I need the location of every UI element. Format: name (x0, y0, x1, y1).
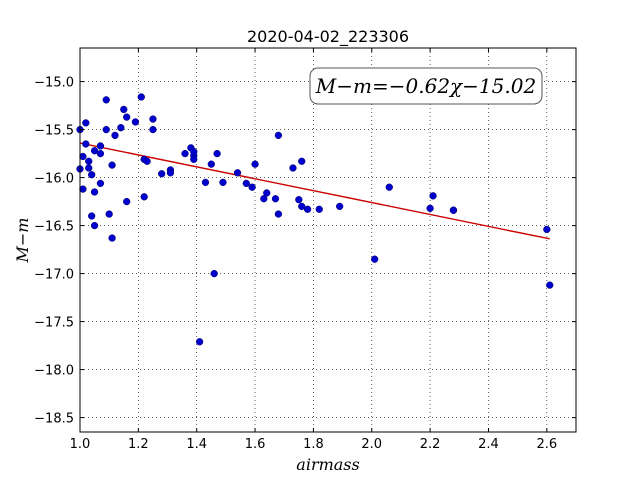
data-point (166, 169, 175, 177)
data-point (123, 113, 131, 121)
data-point (111, 131, 119, 140)
x-tick-label: 2.4 (478, 437, 499, 452)
y-axis-label: M−m (13, 218, 32, 264)
data-point (543, 225, 551, 234)
data-point (219, 178, 227, 187)
data-point (213, 149, 221, 158)
x-axis-label: airmass (296, 455, 359, 474)
y-tick-label: −17.5 (34, 316, 74, 331)
data-point (263, 189, 271, 197)
data-point (90, 221, 99, 230)
y-tick-label: −16.5 (34, 220, 74, 235)
data-point (105, 210, 113, 218)
data-point (90, 188, 99, 196)
data-point (298, 157, 306, 165)
data-point (149, 115, 157, 123)
data-point (190, 155, 198, 164)
y-tick-label: −15.5 (34, 124, 74, 139)
data-point (181, 149, 189, 158)
x-tick-label: 1.8 (303, 437, 324, 452)
data-point (546, 281, 554, 289)
data-point (336, 202, 344, 211)
data-point (123, 197, 131, 206)
data-point (158, 170, 166, 178)
data-point (88, 212, 96, 220)
data-point (85, 164, 93, 172)
data-point (82, 140, 90, 148)
fit-equation-frame (309, 67, 543, 105)
data-point (274, 210, 283, 218)
data-point (120, 105, 128, 114)
data-point (82, 119, 90, 127)
data-point (295, 196, 303, 204)
data-point (108, 161, 116, 169)
x-tick-label: 1.4 (186, 437, 207, 452)
data-point (315, 205, 323, 213)
data-point (96, 149, 105, 158)
data-point (108, 234, 116, 242)
data-point (195, 338, 204, 346)
data-point (137, 93, 145, 101)
y-tick-label: −16.0 (34, 172, 74, 187)
data-point (289, 164, 297, 172)
data-points (76, 93, 554, 346)
data-point (201, 178, 210, 187)
data-point (274, 131, 283, 140)
data-point (190, 148, 198, 156)
data-point (102, 96, 110, 104)
data-point (149, 125, 157, 134)
data-point (96, 179, 105, 188)
data-point (79, 185, 87, 193)
data-point (248, 183, 256, 191)
data-point (298, 202, 306, 211)
x-tick-label: 2.0 (361, 437, 382, 452)
plot-frame (79, 47, 577, 433)
y-tick-label: −15.0 (34, 76, 74, 91)
x-tick-label: 1.0 (70, 437, 91, 452)
grid-lines (79, 48, 576, 432)
x-tick-label: 2.2 (420, 437, 441, 452)
data-point (385, 183, 393, 191)
data-point (429, 192, 437, 200)
data-point (90, 147, 99, 155)
data-point (79, 152, 87, 161)
data-point (102, 125, 110, 134)
x-tick-label: 2.6 (536, 437, 557, 452)
axis-ticks: 1.0 1.2 1.4 1.6 1.8 2.0 2.2 2.4 2.6 −15.0 −15.5 −16… (34, 48, 576, 452)
fit-equation-box: M−m=−0.62χ−15.02 (309, 67, 543, 105)
data-point (210, 269, 218, 278)
data-point (260, 195, 268, 203)
data-point (426, 204, 434, 212)
data-point (371, 255, 379, 263)
fit-line (79, 142, 550, 240)
data-point (271, 195, 280, 203)
data-point (242, 179, 250, 188)
data-point (96, 142, 105, 150)
data-point (143, 157, 151, 165)
data-point (251, 160, 259, 168)
fit-line-group (79, 142, 550, 240)
data-point (449, 206, 458, 214)
data-point (207, 160, 215, 168)
data-point (140, 193, 148, 201)
data-point (88, 171, 96, 179)
data-point (85, 157, 93, 165)
chart-title: 2020-04-02_223306 (247, 27, 409, 47)
data-point (117, 124, 125, 132)
y-tick-label: −18.0 (34, 364, 74, 379)
data-point (131, 118, 140, 126)
x-tick-label: 1.2 (128, 437, 149, 452)
x-tick-label: 1.6 (245, 437, 266, 452)
fit-equation: M−m=−0.62χ−15.02 (315, 74, 536, 98)
data-point (233, 169, 242, 177)
y-tick-label: −17.0 (34, 268, 74, 283)
data-point (303, 205, 312, 213)
y-tick-label: −18.5 (34, 412, 74, 427)
